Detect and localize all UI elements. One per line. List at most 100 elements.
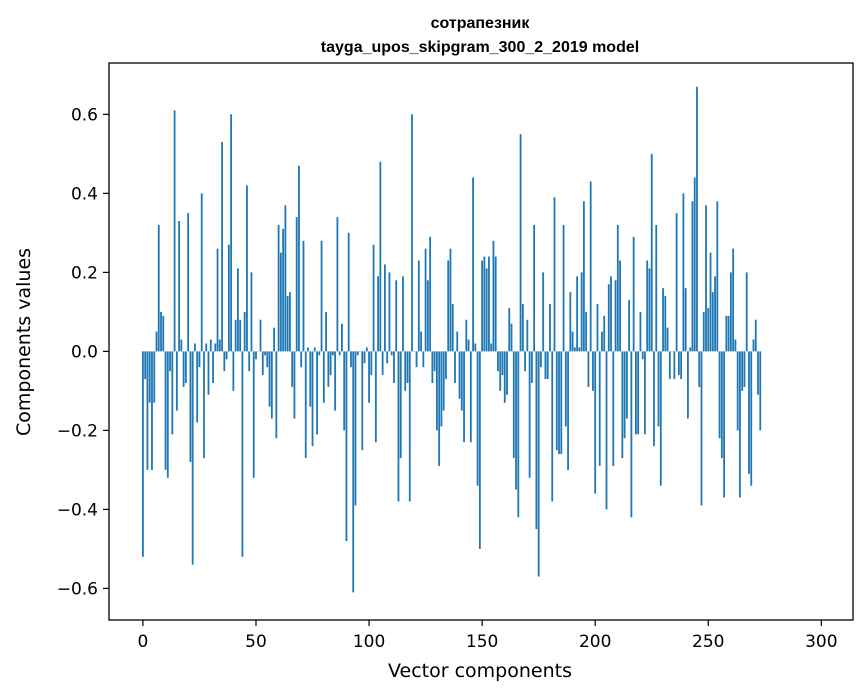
bar — [438, 351, 441, 466]
bar — [422, 351, 425, 368]
bar — [449, 248, 452, 352]
bar — [610, 276, 612, 352]
bar — [510, 323, 513, 352]
bar — [445, 351, 447, 380]
bar — [555, 351, 558, 451]
bar — [393, 351, 395, 383]
bar — [589, 181, 592, 352]
bar — [311, 351, 314, 447]
bar — [494, 256, 497, 352]
bar — [714, 276, 716, 352]
bar — [178, 221, 181, 352]
bar — [594, 351, 597, 494]
bar — [289, 292, 291, 352]
bar — [723, 351, 726, 498]
bar — [478, 351, 481, 549]
bar — [440, 351, 443, 427]
bar — [727, 315, 730, 352]
bar — [155, 331, 158, 352]
bar — [497, 351, 499, 372]
bar — [517, 351, 520, 518]
bar — [255, 351, 257, 360]
bar — [157, 224, 160, 352]
bar — [347, 232, 350, 352]
bar — [691, 201, 694, 352]
bar — [720, 351, 723, 459]
bar — [343, 351, 346, 431]
bar — [300, 351, 303, 368]
bar — [395, 280, 398, 352]
bar — [630, 351, 633, 518]
bar — [431, 351, 434, 383]
bar — [508, 307, 511, 352]
bar — [277, 224, 280, 352]
bar — [499, 351, 502, 391]
bar — [564, 351, 567, 427]
bar — [286, 296, 289, 352]
y-tick-label: −0.4 — [57, 500, 98, 520]
bar — [148, 351, 151, 403]
bar — [402, 276, 404, 352]
bar — [239, 319, 242, 352]
bar — [748, 351, 750, 474]
y-tick-label: 0.2 — [71, 263, 98, 283]
bar — [456, 331, 459, 352]
bar — [252, 351, 255, 478]
x-tick-label: 300 — [805, 632, 837, 652]
bar — [732, 248, 735, 352]
bar — [268, 351, 271, 407]
bar — [316, 351, 318, 435]
bar — [639, 311, 642, 352]
x-tick-label: 250 — [692, 632, 724, 652]
bar — [644, 351, 646, 435]
bar — [537, 351, 540, 577]
bar — [203, 351, 205, 459]
plot-area-frame — [108, 62, 854, 621]
bar — [243, 311, 246, 352]
bar — [381, 351, 384, 376]
y-axis-ticks: −0.6 −0.4 −0.2 0.0 0.2 0.4 0.6 — [57, 105, 109, 599]
bar — [377, 276, 380, 352]
bar — [356, 351, 359, 356]
bar — [546, 351, 549, 380]
bar — [189, 351, 192, 462]
bar — [368, 351, 370, 403]
bar — [399, 351, 402, 459]
bar — [637, 351, 640, 435]
bar — [535, 351, 538, 530]
bar — [687, 351, 689, 419]
bar — [745, 272, 748, 352]
bar-series — [142, 86, 762, 593]
bar — [664, 296, 667, 352]
bar — [361, 351, 364, 451]
bar — [218, 339, 221, 352]
chart-title: сотрапезник — [431, 15, 531, 32]
bar — [248, 351, 251, 372]
bar — [309, 351, 312, 407]
bar — [329, 351, 332, 376]
bar — [463, 351, 465, 443]
bar — [657, 351, 660, 427]
bar — [621, 351, 624, 459]
bar — [313, 347, 316, 352]
bar — [273, 327, 275, 352]
bar — [264, 351, 266, 356]
bar — [521, 303, 524, 352]
bar — [198, 351, 201, 368]
bar — [553, 197, 556, 352]
bar — [750, 351, 753, 486]
bar — [331, 351, 334, 356]
bar — [524, 351, 527, 372]
bar — [603, 315, 606, 352]
bar — [379, 161, 382, 352]
bar — [293, 351, 296, 419]
bar — [363, 351, 366, 364]
bar — [325, 311, 327, 352]
bar — [266, 351, 269, 368]
bar — [454, 351, 456, 383]
bar — [569, 292, 572, 352]
bar — [567, 351, 569, 470]
bar — [383, 264, 386, 352]
bar — [616, 224, 619, 352]
bar — [417, 260, 420, 352]
